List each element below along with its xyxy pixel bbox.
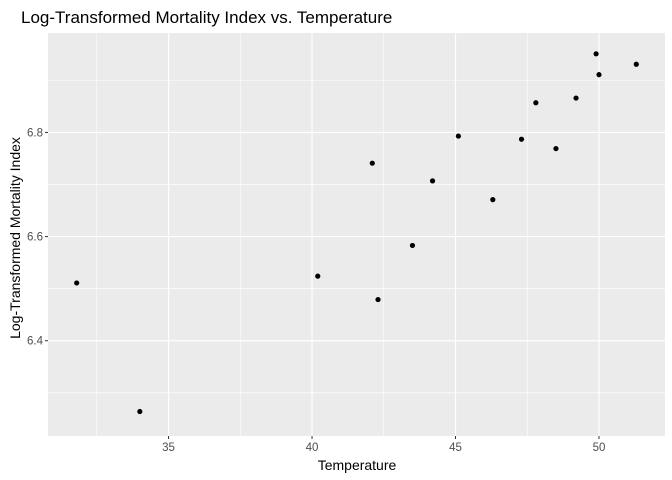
x-tick-label: 50 bbox=[593, 442, 606, 454]
data-point bbox=[573, 95, 579, 101]
data-point bbox=[409, 242, 416, 249]
data-point bbox=[553, 145, 559, 152]
data-point bbox=[596, 72, 602, 78]
data-point bbox=[455, 133, 461, 139]
y-tick-label: 6.4 bbox=[27, 336, 44, 348]
y-axis-title: Log-Transformed Mortality Index bbox=[7, 137, 23, 339]
x-axis-title: Temperature bbox=[318, 457, 397, 473]
data-point bbox=[518, 136, 525, 142]
plot-panel bbox=[48, 33, 665, 436]
data-points bbox=[74, 51, 639, 415]
chart-title: Log-Transformed Mortality Index vs. Temp… bbox=[21, 8, 392, 27]
y-tick-label: 6.6 bbox=[27, 232, 43, 244]
data-point bbox=[375, 296, 381, 303]
x-axis-ticks: 35 40 45 50 bbox=[162, 436, 605, 454]
y-tick-label: 6.8 bbox=[27, 127, 43, 139]
data-point bbox=[315, 273, 321, 279]
data-point bbox=[593, 51, 599, 57]
data-point bbox=[633, 61, 639, 67]
major-gridlines bbox=[48, 33, 665, 436]
data-point bbox=[74, 280, 80, 286]
x-tick-label: 45 bbox=[449, 442, 462, 454]
y-axis-ticks: 6.4 6.6 6.8 bbox=[27, 127, 48, 348]
data-point bbox=[533, 100, 539, 106]
data-point bbox=[490, 197, 496, 203]
x-tick-label: 40 bbox=[306, 442, 319, 454]
data-point bbox=[429, 178, 436, 184]
data-point bbox=[137, 408, 143, 415]
minor-gridlines bbox=[48, 33, 665, 436]
data-point bbox=[369, 160, 375, 166]
x-tick-label: 35 bbox=[162, 442, 175, 454]
